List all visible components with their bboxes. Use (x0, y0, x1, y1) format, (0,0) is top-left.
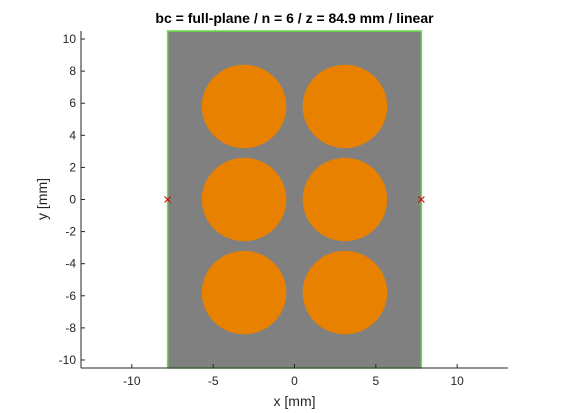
circle-1 (201, 64, 287, 149)
y-tick-label: 4 (69, 128, 76, 142)
x-axis-ticks: -10 -5 0 5 10 (123, 364, 464, 388)
y-tick-label: -2 (65, 225, 76, 239)
x-tick-label: -10 (123, 374, 141, 388)
x-axis-label: x [mm] (274, 393, 316, 409)
x-tick-label: 5 (372, 374, 379, 388)
cross-marker-2 (418, 196, 425, 203)
y-tick-label: 0 (69, 193, 76, 207)
y-axis-label: y [mm] (34, 178, 50, 220)
y-axis-ticks: -10 -8 -6 -4 -2 0 2 4 6 8 10 (59, 32, 85, 367)
x-tick-label: 10 (450, 374, 464, 388)
y-tick-label: -8 (65, 321, 76, 335)
chart-title: bc = full-plane / n = 6 / z = 84.9 mm / … (155, 10, 434, 26)
y-tick-label: 10 (63, 32, 77, 46)
y-tick-label: -4 (65, 257, 76, 271)
y-tick-label: -6 (65, 289, 76, 303)
y-tick-label: 8 (69, 64, 76, 78)
y-tick-label: -10 (59, 353, 77, 367)
circle-2 (302, 64, 388, 149)
y-tick-label: 6 (69, 96, 76, 110)
circle-3 (201, 157, 287, 242)
y-tick-label: 2 (69, 160, 76, 174)
circle-5 (201, 250, 287, 335)
plot-area (164, 30, 425, 369)
x-tick-label: -5 (208, 374, 219, 388)
circle-6 (302, 250, 388, 335)
circle-4 (302, 157, 388, 242)
x-tick-label: 0 (291, 374, 298, 388)
cross-marker-1 (164, 196, 171, 203)
